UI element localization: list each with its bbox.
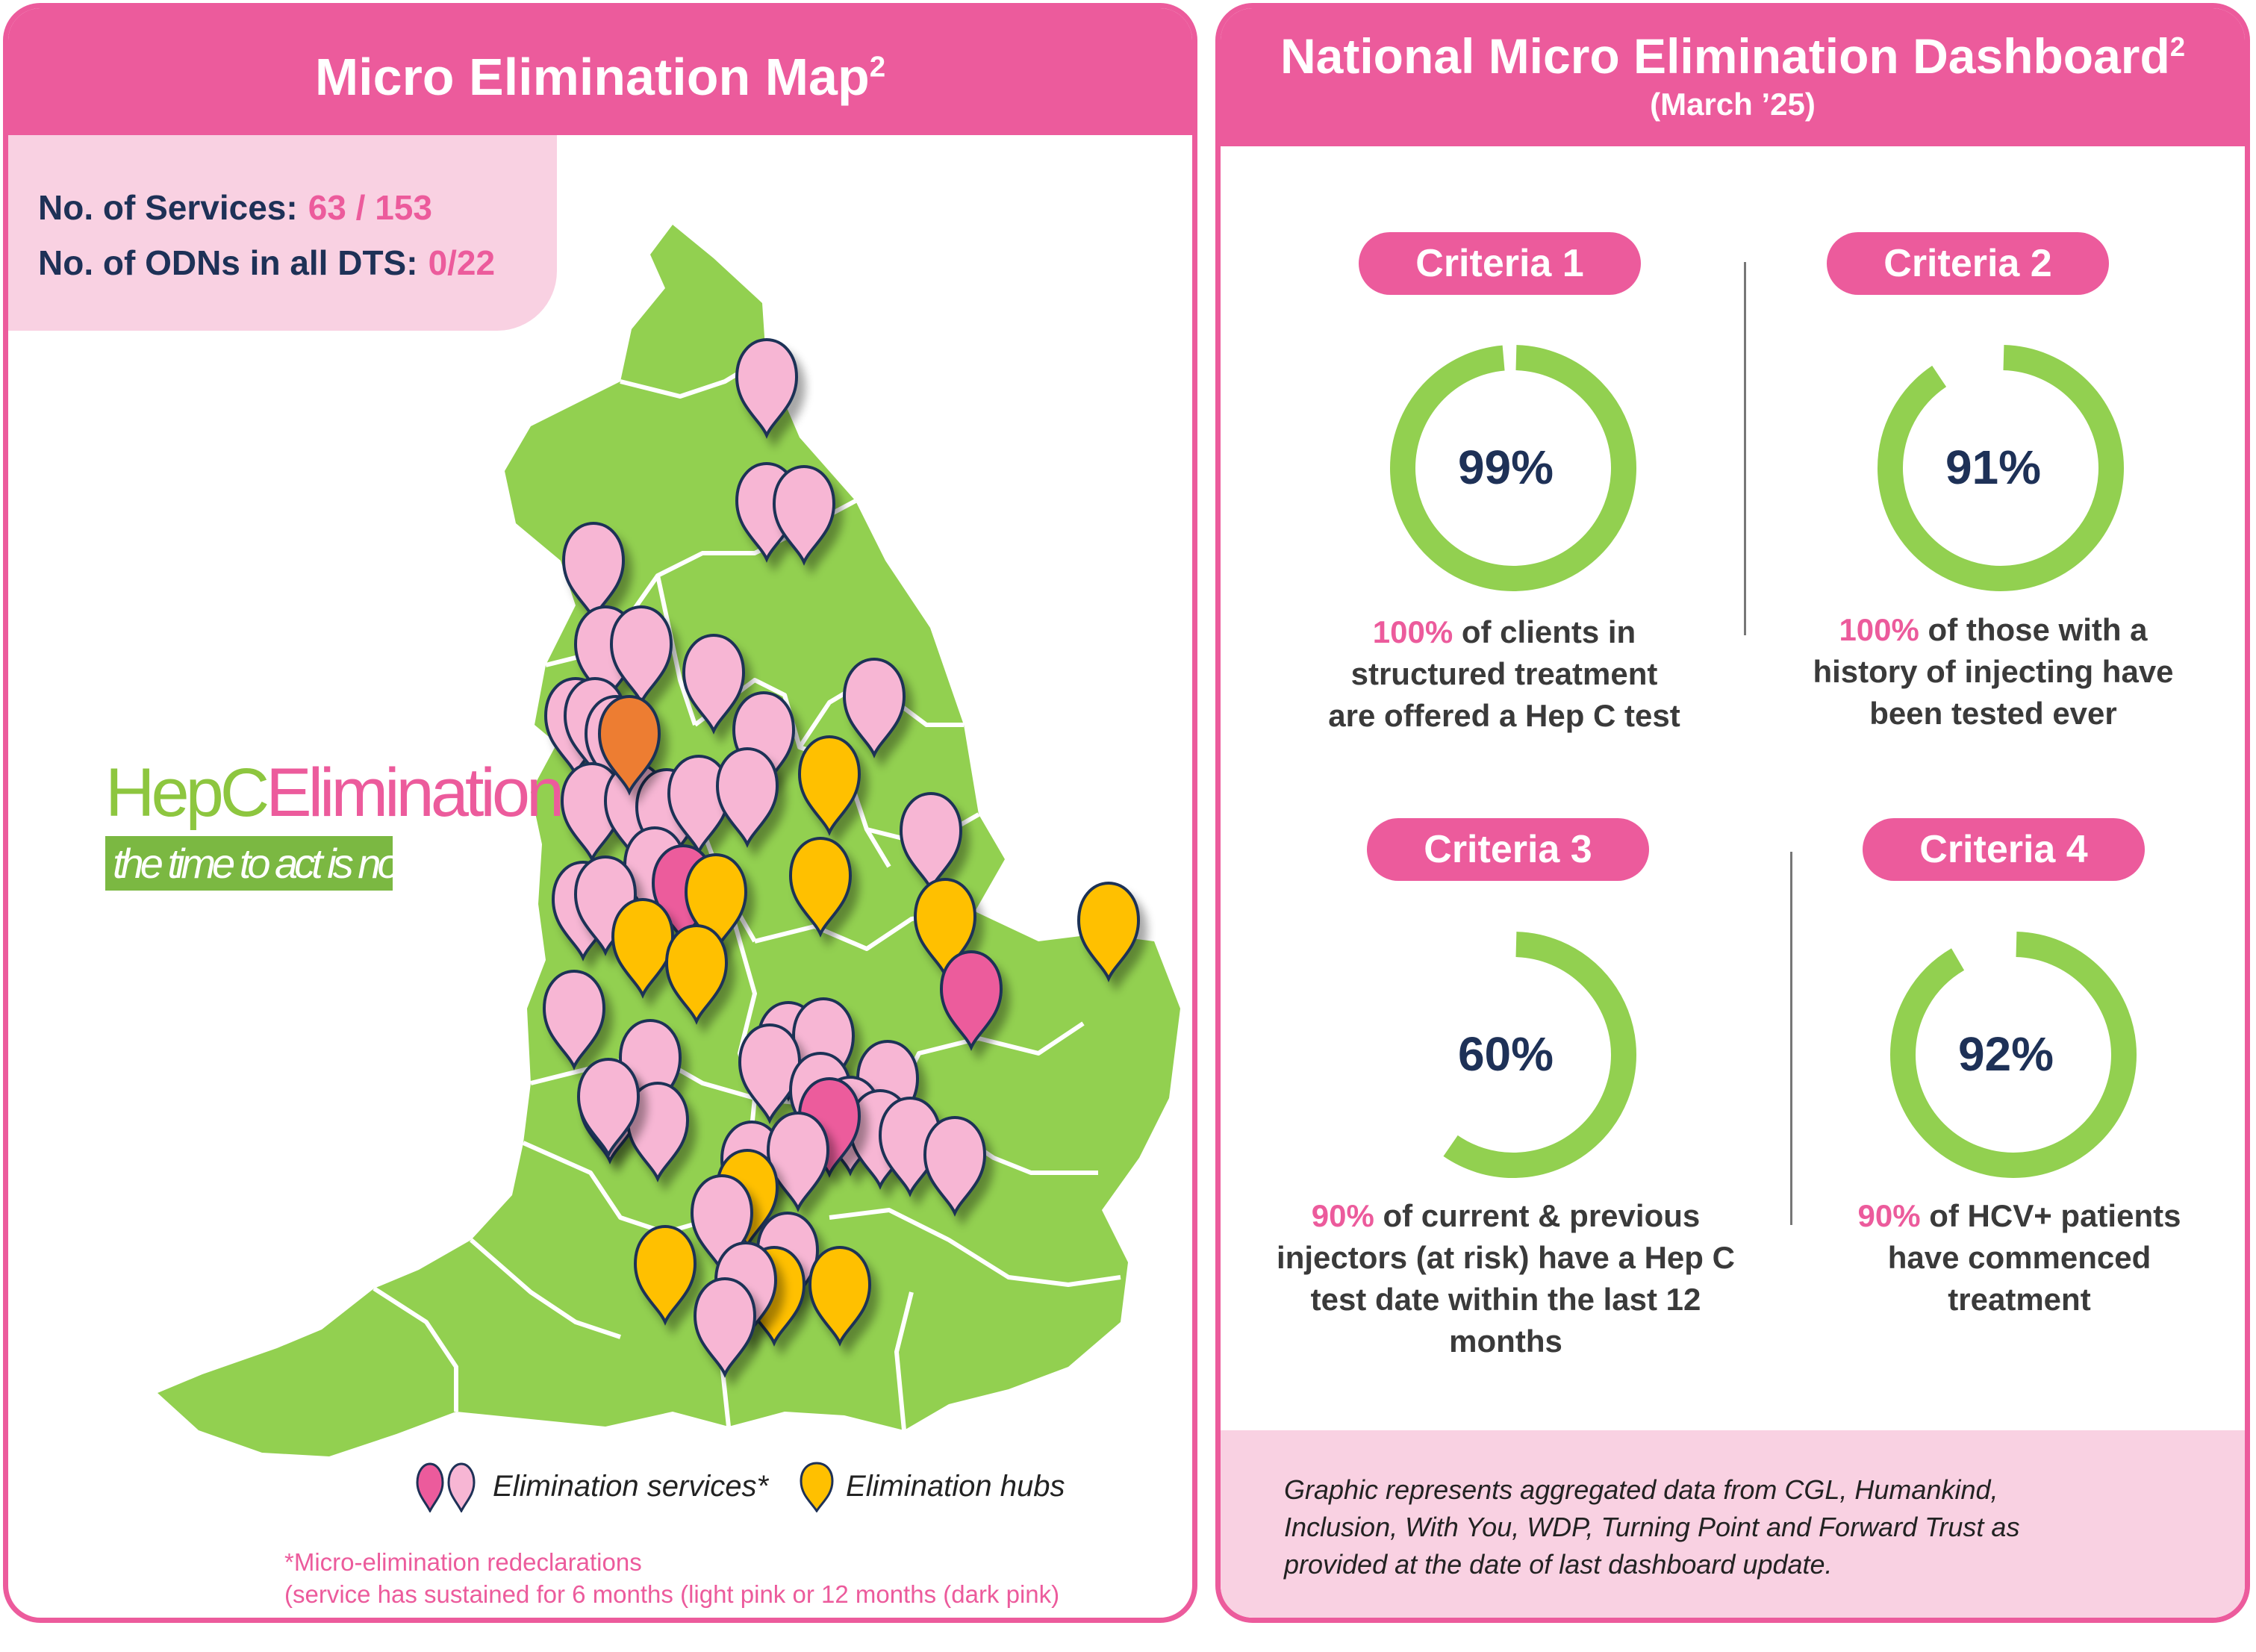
criteria-1-text-b: structured treatment: [1350, 656, 1658, 691]
logo-hep-text: HepC: [105, 755, 269, 831]
criteria-2-badge: Criteria 2: [1827, 232, 2109, 295]
criteria-4-text-a: of HCV+ patients: [1920, 1198, 2181, 1233]
criteria-3-highlight: 90%: [1311, 1198, 1374, 1233]
criteria-4-badge: Criteria 4: [1863, 818, 2145, 881]
footnote-line-2: (service has sustained for 6 months (lig…: [284, 1580, 1060, 1608]
criteria-4-percent: 92%: [1957, 1027, 2054, 1081]
data-source-note: Graphic represents aggregated data from …: [1221, 1430, 2245, 1618]
criteria-1-percent: 99%: [1457, 440, 1554, 494]
dashboard-title: National Micro Elimination Dashboard: [1280, 28, 2170, 84]
elimination-service-pin: [939, 950, 1003, 1051]
hubs-pin-icon: [800, 1462, 834, 1512]
criteria-4-ring: [1890, 932, 2137, 1178]
elimination-hub-pin: [788, 836, 853, 938]
criteria-2-text-c: been tested ever: [1869, 696, 2117, 731]
hepc-elimination-logo: HepCElimination the time to act is now: [105, 758, 564, 891]
map-panel-header: Micro Elimination Map2: [8, 8, 1192, 135]
elimination-service-pin: [542, 969, 606, 1070]
criteria-4-highlight: 90%: [1857, 1198, 1921, 1233]
map-panel-title: Micro Elimination Map: [314, 48, 870, 106]
elimination-service-pin: [735, 337, 799, 439]
criteria-3-ring-arc: [1390, 932, 1636, 1178]
elimination-hub-pin: [797, 735, 861, 836]
elimination-service-pin: [576, 1057, 641, 1159]
england-map: [158, 225, 1180, 1456]
criteria-1-text-a: of clients in: [1453, 614, 1636, 649]
elimination-service-pin: [772, 464, 836, 566]
footnote-line-1: *Micro-elimination redeclarations: [284, 1548, 642, 1576]
note-line-2: Inclusion, With You, WDP, Turning Point …: [1284, 1512, 2020, 1542]
criteria-3-text-b: injectors (at risk) have a Hep C: [1277, 1240, 1735, 1275]
dashboard-subtitle: (March ’25): [1650, 87, 1816, 122]
criteria-1-highlight: 100%: [1372, 614, 1453, 649]
criteria-3-text-a: of current & previous: [1374, 1198, 1701, 1233]
services-count-row: No. of Services: 63 / 153: [38, 180, 557, 235]
service-stats-box: No. of Services: 63 / 153 No. of ODNs in …: [8, 135, 557, 331]
elimination-hub-pin: [633, 1224, 697, 1326]
criteria-3-percent: 60%: [1457, 1027, 1554, 1081]
map-footnote: *Micro-elimination redeclarations (servi…: [284, 1546, 1059, 1610]
criteria-1-ring-arc: [1390, 345, 1636, 591]
elimination-service-pin: [561, 521, 626, 623]
legend-services-label: Elimination services*: [493, 1469, 769, 1503]
elimination-service-pin: [923, 1115, 987, 1217]
elimination-service-pin: [626, 1081, 690, 1182]
map-legend: Elimination services* Elimination hubs: [415, 1460, 1065, 1512]
criteria-3-ring: [1390, 932, 1636, 1178]
elimination-service-pin: [667, 754, 731, 855]
criteria-2-ring-arc: [1878, 345, 2124, 591]
odns-count-row: No. of ODNs in all DTS: 0/22: [38, 235, 557, 290]
services-label: No. of Services:: [38, 188, 298, 227]
divider-bottom: [1790, 852, 1792, 1225]
national-dashboard-panel: National Micro Elimination Dashboard2 (M…: [1215, 3, 2250, 1623]
logo-title: HepCElimination: [105, 758, 564, 827]
criteria-2-percent: 91%: [1945, 440, 2042, 494]
elimination-service-pin: [682, 633, 746, 735]
criteria-4-description: 90% of HCV+ patients have commenced trea…: [1825, 1195, 2213, 1321]
dashboard-header: National Micro Elimination Dashboard2 (M…: [1221, 8, 2245, 146]
criteria-2-description: 100% of those with a history of injectin…: [1784, 609, 2202, 735]
pins-layer: [542, 337, 1141, 1378]
odns-value: 0/22: [428, 243, 496, 282]
elimination-service-pin: [715, 746, 779, 848]
note-line-1: Graphic represents aggregated data from …: [1284, 1474, 1998, 1505]
elimination-hub-pin: [664, 923, 729, 1025]
logo-tagline: the time to act is now: [105, 836, 427, 891]
elimination-service-pin: [609, 605, 673, 706]
services-pin-icon: [416, 1462, 476, 1512]
elimination-service-pin: [842, 657, 906, 758]
criteria-4-ring-arc: [1890, 932, 2137, 1178]
elimination-hub-pin: [1076, 881, 1141, 982]
criteria-3-description: 90% of current & previous injectors (at …: [1267, 1195, 1745, 1362]
elimination-hub-pin: [913, 877, 977, 979]
criteria-2-ring: [1878, 345, 2124, 591]
criteria-1-text-c: are offered a Hep C test: [1328, 698, 1680, 733]
map-title-superscript: 2: [869, 51, 886, 84]
odns-label: No. of ODNs in all DTS:: [38, 243, 418, 282]
criteria-1-description: 100% of clients in structured treatment …: [1303, 611, 1706, 737]
orange-service-pin: [597, 694, 661, 796]
note-line-3: provided at the date of last dashboard u…: [1284, 1549, 1833, 1580]
criteria-2-text-a: of those with a: [1919, 612, 2148, 647]
criteria-4-text-c: treatment: [1948, 1282, 2091, 1317]
criteria-3-text-d: months: [1449, 1324, 1562, 1359]
criteria-3-badge: Criteria 3: [1367, 818, 1649, 881]
criteria-4-text-b: have commenced: [1887, 1240, 2151, 1275]
dashboard-title-superscript: 2: [2169, 31, 2185, 62]
criteria-1-badge: Criteria 1: [1359, 232, 1641, 295]
micro-elimination-map-panel: Micro Elimination Map2: [3, 3, 1197, 1623]
elimination-hub-pin: [808, 1245, 872, 1347]
divider-top: [1744, 262, 1746, 635]
criteria-1-ring: [1390, 345, 1636, 591]
elimination-service-pin: [899, 791, 963, 893]
services-value: 63 / 153: [308, 188, 432, 227]
criteria-2-highlight: 100%: [1839, 612, 1919, 647]
legend-hubs-label: Elimination hubs: [846, 1469, 1065, 1503]
elimination-service-pin: [693, 1277, 757, 1378]
criteria-3-text-c: test date within the last 12: [1310, 1282, 1701, 1317]
logo-elimination-text: Elimination: [266, 755, 564, 831]
criteria-2-text-b: history of injecting have: [1813, 654, 2174, 689]
